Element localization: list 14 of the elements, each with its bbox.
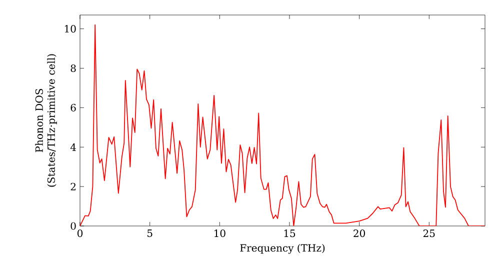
x-tick-label: 20 xyxy=(354,230,366,238)
x-tick-label: 0 xyxy=(77,230,83,238)
y-tick-label: 10 xyxy=(64,25,76,33)
x-tick-label: 5 xyxy=(148,230,152,237)
x-tick-label: 10 xyxy=(214,230,226,238)
x-axis-title: Frequency (THz) xyxy=(240,244,325,254)
y-tick-label: 2 xyxy=(70,182,76,190)
y-tick-label: 0 xyxy=(70,222,76,230)
y-tick-label: 6 xyxy=(70,104,76,112)
x-tick-label: 15 xyxy=(284,230,296,238)
y-tick-label: 8 xyxy=(70,64,76,72)
x-tick-label: 25 xyxy=(423,230,435,238)
y-tick-label: 4 xyxy=(70,143,76,151)
y-axis-title: Phonon DOS (States/THz·primitive cell) xyxy=(35,54,57,187)
